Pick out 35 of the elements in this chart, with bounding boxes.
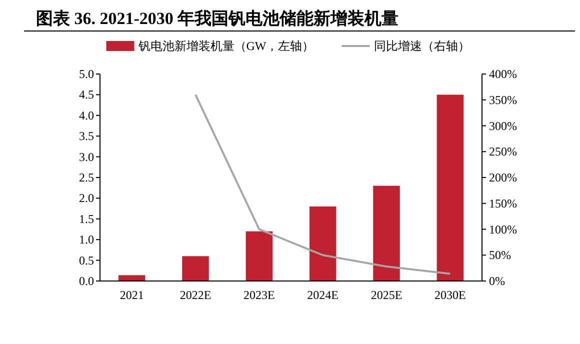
y-tick-label: 2.0 xyxy=(79,191,94,206)
legend-label: 同比增速（右轴） xyxy=(374,39,470,53)
title: 图表 36. 2021-2030 年我国钒电池储能新增装机量 xyxy=(36,9,399,28)
y-tick-label: 3.5 xyxy=(79,129,94,144)
y-tick-label: 4.0 xyxy=(79,108,94,122)
x-tick-label: 2021 xyxy=(120,288,144,302)
y-tick-label: 3.0 xyxy=(79,150,94,164)
x-tick-label: 2025E xyxy=(370,288,402,302)
y2-tick-label: 350% xyxy=(489,92,517,107)
y-tick-label: 0.0 xyxy=(79,274,94,288)
bar xyxy=(309,206,336,281)
y2-tick-label: 0% xyxy=(489,274,505,288)
y2-tick-label: 300% xyxy=(489,118,517,133)
x-tick-label: 2024E xyxy=(307,288,339,302)
y-tick-label: 5.0 xyxy=(79,67,94,81)
y2-tick-label: 250% xyxy=(489,144,517,159)
bar xyxy=(373,186,400,281)
y-tick-label: 4.5 xyxy=(79,88,94,102)
y2-tick-label: 200% xyxy=(489,170,517,184)
y-tick-label: 1.0 xyxy=(79,232,94,247)
legend-label: 钒电池新增装机量（GW，左轴） xyxy=(137,39,314,53)
bar xyxy=(436,94,464,281)
bar xyxy=(246,231,273,281)
y-tick-label: 2.5 xyxy=(79,170,94,184)
y2-tick-label: 100% xyxy=(489,222,517,236)
x-tick-label: 2030E xyxy=(434,288,466,302)
y-tick-label: 0.5 xyxy=(79,253,94,268)
y2-tick-label: 150% xyxy=(489,196,517,210)
y2-tick-label: 50% xyxy=(489,248,511,262)
x-tick-label: 2023E xyxy=(243,288,275,302)
y2-tick-label: 400% xyxy=(489,67,517,81)
y-tick-label: 1.5 xyxy=(79,212,94,226)
x-tick-label: 2022E xyxy=(180,288,212,302)
bar xyxy=(182,256,209,281)
bar xyxy=(118,275,146,281)
